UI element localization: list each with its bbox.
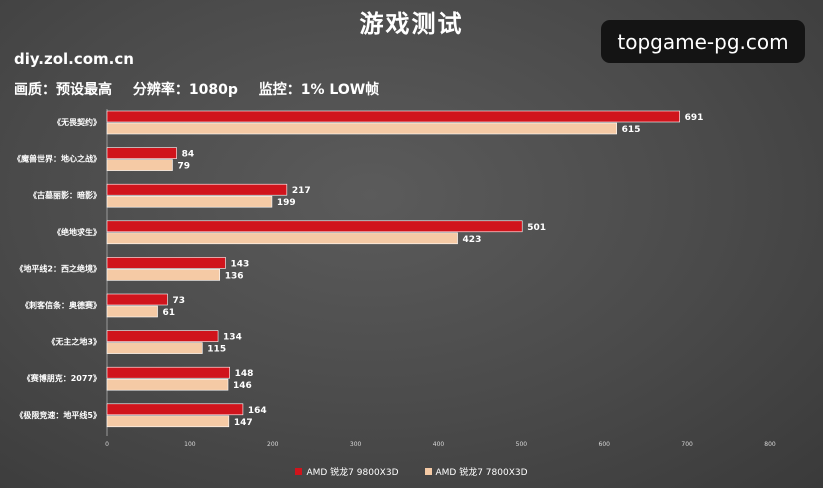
legend-item-series2: AMD 锐龙7 7800X3D <box>424 465 528 478</box>
bar-series2 <box>106 305 158 318</box>
category-label: 《古墓丽影：暗影》 <box>29 190 101 200</box>
bar-series1 <box>106 293 168 306</box>
data-label-series2: 115 <box>207 345 226 355</box>
bar-series1 <box>106 147 177 159</box>
data-label-series2: 615 <box>622 125 641 135</box>
category-label: 《地平线2：西之绝境》 <box>15 263 101 273</box>
data-label-series1: 84 <box>182 150 195 160</box>
legend: AMD 锐龙7 9800X3D AMD 锐龙7 7800X3D <box>0 465 823 478</box>
category-label: 《魔兽世界：地心之战》 <box>13 154 101 164</box>
legend-swatch-series2 <box>424 468 432 475</box>
data-label-series1: 148 <box>235 369 254 379</box>
bar-series2 <box>106 415 230 428</box>
bar-series2 <box>106 159 173 171</box>
category-label: 《绝地求生》 <box>53 227 101 237</box>
bar-series2 <box>106 232 458 245</box>
category-label: 《无畏契约》 <box>53 117 101 127</box>
data-label-series1: 73 <box>172 296 185 306</box>
bar-series1 <box>106 403 244 416</box>
source-site-label: diy.zol.com.cn <box>14 50 134 68</box>
bar-series2 <box>106 122 617 135</box>
data-label-series1: 501 <box>527 223 546 233</box>
watermark-badge: topgame-pg.com <box>601 20 805 63</box>
category-label: 《极限竞速：地平线5》 <box>15 410 101 420</box>
category-label: 《无主之地3》 <box>47 337 101 347</box>
x-tick-label: 400 <box>433 441 445 448</box>
bar-series2 <box>106 195 273 208</box>
data-label-series2: 79 <box>177 162 190 172</box>
bar-series1 <box>106 220 523 233</box>
x-tick-label: 100 <box>184 441 196 448</box>
chart-title: 游戏测试 <box>359 10 464 38</box>
x-tick-label: 800 <box>764 441 776 448</box>
data-label-series2: 423 <box>463 235 482 245</box>
bar-series2 <box>106 269 221 281</box>
data-label-series2: 146 <box>233 381 252 391</box>
legend-label-series2: AMD 锐龙7 7800X3D <box>435 468 528 478</box>
data-label-series2: 199 <box>277 198 296 208</box>
bar-series1 <box>106 330 219 342</box>
data-label-series2: 136 <box>225 271 244 281</box>
category-label: 《赛博朋克：2077》 <box>23 373 101 383</box>
legend-swatch-series1 <box>295 468 303 475</box>
legend-item-series1: AMD 锐龙7 9800X3D <box>295 465 399 478</box>
data-label-series1: 143 <box>231 259 250 269</box>
bar-series1 <box>106 257 226 269</box>
data-label-series1: 134 <box>223 333 242 343</box>
test-settings-line: 画质：预设最高 分辨率：1080p 监控：1% LOW帧 <box>14 79 395 99</box>
x-tick-label: 500 <box>516 441 528 448</box>
x-tick-label: 300 <box>350 441 362 448</box>
data-label-series1: 691 <box>685 113 704 123</box>
bar-series1 <box>106 110 680 123</box>
data-label-series2: 61 <box>163 308 176 318</box>
data-label-series1: 164 <box>248 406 267 416</box>
bar-series2 <box>106 342 203 354</box>
category-label: 《刺客信条：奥德赛》 <box>21 300 101 310</box>
x-tick-label: 700 <box>681 441 693 448</box>
bar-series2 <box>106 378 229 391</box>
bar-series1 <box>106 183 288 196</box>
quality-setting: 画质：预设最高 <box>14 82 112 98</box>
data-label-series1: 217 <box>292 186 311 196</box>
resolution-setting: 分辨率：1080p <box>132 82 238 98</box>
legend-label-series1: AMD 锐龙7 9800X3D <box>306 468 399 478</box>
monitor-setting: 监控：1% LOW帧 <box>258 82 380 98</box>
x-tick-label: 600 <box>599 441 611 448</box>
bar-series1 <box>106 366 230 379</box>
data-label-series2: 147 <box>234 418 253 428</box>
x-tick-label: 0 <box>105 441 109 448</box>
x-tick-label: 200 <box>267 441 279 448</box>
